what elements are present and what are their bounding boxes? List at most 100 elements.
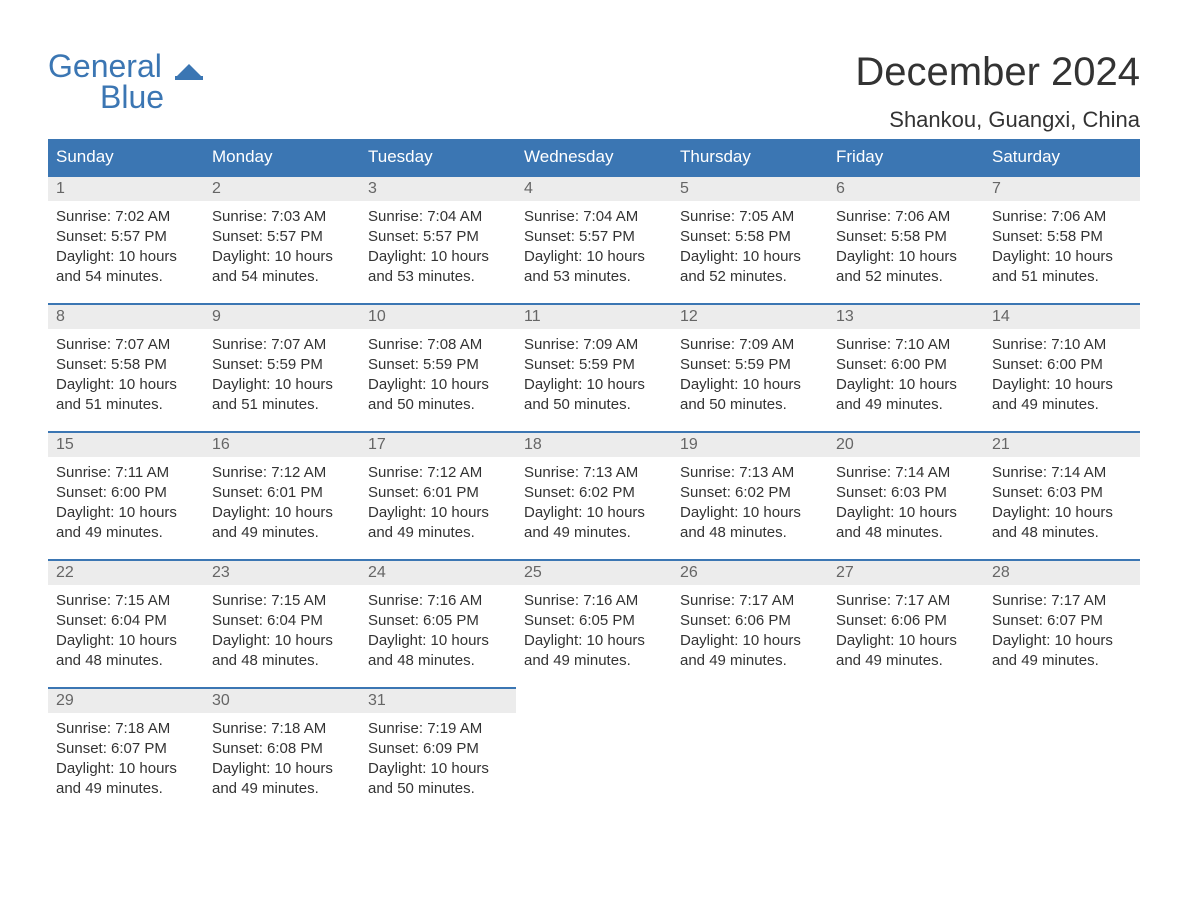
day-number: 20 bbox=[828, 431, 984, 457]
day-number: 3 bbox=[360, 175, 516, 201]
calendar-week-row: 22Sunrise: 7:15 AMSunset: 6:04 PMDayligh… bbox=[48, 559, 1140, 687]
day-data: Sunrise: 7:04 AMSunset: 5:57 PMDaylight:… bbox=[360, 201, 516, 296]
calendar-cell: 24Sunrise: 7:16 AMSunset: 6:05 PMDayligh… bbox=[360, 559, 516, 687]
daylight2-text: and 49 minutes. bbox=[524, 523, 664, 543]
daylight1-text: Daylight: 10 hours bbox=[212, 247, 352, 267]
calendar-cell: 10Sunrise: 7:08 AMSunset: 5:59 PMDayligh… bbox=[360, 303, 516, 431]
calendar-cell: 29Sunrise: 7:18 AMSunset: 6:07 PMDayligh… bbox=[48, 687, 204, 815]
daylight2-text: and 49 minutes. bbox=[56, 779, 196, 799]
daylight2-text: and 48 minutes. bbox=[836, 523, 976, 543]
calendar-cell: 23Sunrise: 7:15 AMSunset: 6:04 PMDayligh… bbox=[204, 559, 360, 687]
daylight2-text: and 49 minutes. bbox=[368, 523, 508, 543]
calendar-cell: 12Sunrise: 7:09 AMSunset: 5:59 PMDayligh… bbox=[672, 303, 828, 431]
daylight2-text: and 48 minutes. bbox=[992, 523, 1132, 543]
daylight2-text: and 49 minutes. bbox=[56, 523, 196, 543]
calendar-week-row: 8Sunrise: 7:07 AMSunset: 5:58 PMDaylight… bbox=[48, 303, 1140, 431]
sunset-text: Sunset: 5:57 PM bbox=[56, 227, 196, 247]
day-data: Sunrise: 7:03 AMSunset: 5:57 PMDaylight:… bbox=[204, 201, 360, 296]
sunset-text: Sunset: 5:58 PM bbox=[56, 355, 196, 375]
sunset-text: Sunset: 6:00 PM bbox=[992, 355, 1132, 375]
calendar-cell: 1Sunrise: 7:02 AMSunset: 5:57 PMDaylight… bbox=[48, 175, 204, 303]
sunrise-text: Sunrise: 7:19 AM bbox=[368, 719, 508, 739]
day-data: Sunrise: 7:19 AMSunset: 6:09 PMDaylight:… bbox=[360, 713, 516, 808]
day-number: 15 bbox=[48, 431, 204, 457]
day-data: Sunrise: 7:10 AMSunset: 6:00 PMDaylight:… bbox=[984, 329, 1140, 424]
daylight2-text: and 53 minutes. bbox=[524, 267, 664, 287]
sunrise-text: Sunrise: 7:14 AM bbox=[836, 463, 976, 483]
calendar-cell: 27Sunrise: 7:17 AMSunset: 6:06 PMDayligh… bbox=[828, 559, 984, 687]
calendar-cell: 4Sunrise: 7:04 AMSunset: 5:57 PMDaylight… bbox=[516, 175, 672, 303]
daylight2-text: and 51 minutes. bbox=[212, 395, 352, 415]
calendar-table: Sunday Monday Tuesday Wednesday Thursday… bbox=[48, 139, 1140, 815]
sunset-text: Sunset: 6:07 PM bbox=[56, 739, 196, 759]
sunset-text: Sunset: 6:06 PM bbox=[836, 611, 976, 631]
sunset-text: Sunset: 6:03 PM bbox=[992, 483, 1132, 503]
location-text: Shankou, Guangxi, China bbox=[855, 107, 1140, 133]
daylight2-text: and 53 minutes. bbox=[368, 267, 508, 287]
daylight1-text: Daylight: 10 hours bbox=[368, 375, 508, 395]
day-data: Sunrise: 7:17 AMSunset: 6:06 PMDaylight:… bbox=[828, 585, 984, 680]
calendar-cell: 16Sunrise: 7:12 AMSunset: 6:01 PMDayligh… bbox=[204, 431, 360, 559]
day-data: Sunrise: 7:18 AMSunset: 6:07 PMDaylight:… bbox=[48, 713, 204, 808]
sunset-text: Sunset: 5:57 PM bbox=[524, 227, 664, 247]
day-number: 29 bbox=[48, 687, 204, 713]
daylight2-text: and 49 minutes. bbox=[992, 395, 1132, 415]
day-number: 6 bbox=[828, 175, 984, 201]
day-number: 25 bbox=[516, 559, 672, 585]
day-data: Sunrise: 7:02 AMSunset: 5:57 PMDaylight:… bbox=[48, 201, 204, 296]
day-number: 16 bbox=[204, 431, 360, 457]
day-number: 17 bbox=[360, 431, 516, 457]
sunrise-text: Sunrise: 7:17 AM bbox=[836, 591, 976, 611]
daylight1-text: Daylight: 10 hours bbox=[212, 503, 352, 523]
sunrise-text: Sunrise: 7:03 AM bbox=[212, 207, 352, 227]
sunrise-text: Sunrise: 7:16 AM bbox=[368, 591, 508, 611]
day-header: Saturday bbox=[984, 139, 1140, 175]
daylight1-text: Daylight: 10 hours bbox=[992, 631, 1132, 651]
daylight2-text: and 50 minutes. bbox=[368, 395, 508, 415]
day-number: 27 bbox=[828, 559, 984, 585]
daylight1-text: Daylight: 10 hours bbox=[524, 503, 664, 523]
calendar-cell: 20Sunrise: 7:14 AMSunset: 6:03 PMDayligh… bbox=[828, 431, 984, 559]
day-header: Monday bbox=[204, 139, 360, 175]
calendar-cell: 7Sunrise: 7:06 AMSunset: 5:58 PMDaylight… bbox=[984, 175, 1140, 303]
sunset-text: Sunset: 5:59 PM bbox=[524, 355, 664, 375]
calendar-cell: 21Sunrise: 7:14 AMSunset: 6:03 PMDayligh… bbox=[984, 431, 1140, 559]
day-number: 11 bbox=[516, 303, 672, 329]
calendar-week-row: 29Sunrise: 7:18 AMSunset: 6:07 PMDayligh… bbox=[48, 687, 1140, 815]
calendar-week-row: 1Sunrise: 7:02 AMSunset: 5:57 PMDaylight… bbox=[48, 175, 1140, 303]
sunset-text: Sunset: 6:02 PM bbox=[680, 483, 820, 503]
daylight1-text: Daylight: 10 hours bbox=[836, 247, 976, 267]
daylight1-text: Daylight: 10 hours bbox=[992, 503, 1132, 523]
daylight2-text: and 51 minutes. bbox=[56, 395, 196, 415]
day-data: Sunrise: 7:11 AMSunset: 6:00 PMDaylight:… bbox=[48, 457, 204, 552]
sunset-text: Sunset: 6:03 PM bbox=[836, 483, 976, 503]
daylight2-text: and 49 minutes. bbox=[836, 651, 976, 671]
calendar-cell: 25Sunrise: 7:16 AMSunset: 6:05 PMDayligh… bbox=[516, 559, 672, 687]
day-number: 28 bbox=[984, 559, 1140, 585]
day-number: 21 bbox=[984, 431, 1140, 457]
page-title: December 2024 bbox=[855, 50, 1140, 95]
daylight1-text: Daylight: 10 hours bbox=[524, 375, 664, 395]
sunrise-text: Sunrise: 7:09 AM bbox=[680, 335, 820, 355]
day-number: 30 bbox=[204, 687, 360, 713]
daylight2-text: and 49 minutes. bbox=[992, 651, 1132, 671]
daylight2-text: and 49 minutes. bbox=[212, 779, 352, 799]
day-header: Sunday bbox=[48, 139, 204, 175]
calendar-cell: 31Sunrise: 7:19 AMSunset: 6:09 PMDayligh… bbox=[360, 687, 516, 815]
sunset-text: Sunset: 6:00 PM bbox=[836, 355, 976, 375]
day-number: 31 bbox=[360, 687, 516, 713]
day-data: Sunrise: 7:14 AMSunset: 6:03 PMDaylight:… bbox=[984, 457, 1140, 552]
calendar-cell: 2Sunrise: 7:03 AMSunset: 5:57 PMDaylight… bbox=[204, 175, 360, 303]
day-data: Sunrise: 7:13 AMSunset: 6:02 PMDaylight:… bbox=[672, 457, 828, 552]
day-data: Sunrise: 7:17 AMSunset: 6:07 PMDaylight:… bbox=[984, 585, 1140, 680]
daylight1-text: Daylight: 10 hours bbox=[680, 247, 820, 267]
calendar-cell: 9Sunrise: 7:07 AMSunset: 5:59 PMDaylight… bbox=[204, 303, 360, 431]
daylight2-text: and 50 minutes. bbox=[368, 779, 508, 799]
sunset-text: Sunset: 5:58 PM bbox=[680, 227, 820, 247]
sunset-text: Sunset: 6:05 PM bbox=[368, 611, 508, 631]
sunrise-text: Sunrise: 7:04 AM bbox=[368, 207, 508, 227]
calendar-cell: 30Sunrise: 7:18 AMSunset: 6:08 PMDayligh… bbox=[204, 687, 360, 815]
daylight2-text: and 49 minutes. bbox=[212, 523, 352, 543]
sunrise-text: Sunrise: 7:14 AM bbox=[992, 463, 1132, 483]
day-data: Sunrise: 7:09 AMSunset: 5:59 PMDaylight:… bbox=[516, 329, 672, 424]
